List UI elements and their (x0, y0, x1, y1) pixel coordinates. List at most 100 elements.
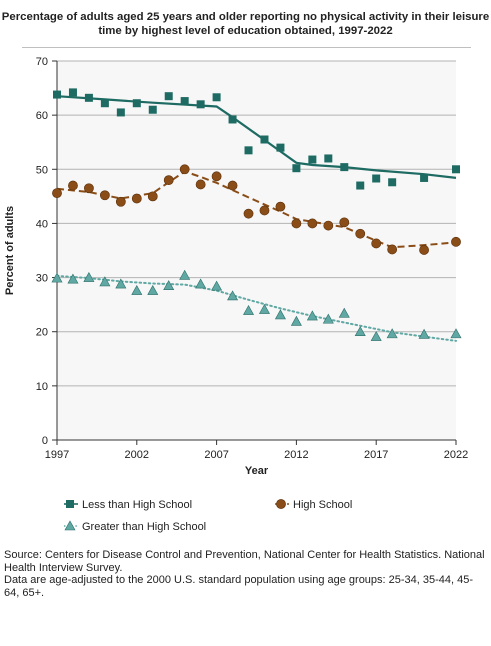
data-point (291, 218, 302, 229)
data-point (451, 236, 461, 247)
data-point (452, 165, 460, 174)
legend-label: Greater than High School (82, 521, 206, 533)
data-point (308, 155, 317, 164)
data-point (340, 163, 349, 172)
y-tick-label: 50 (36, 164, 48, 176)
data-point (179, 164, 190, 175)
series-2 (52, 164, 461, 255)
y-tick-label: 70 (36, 56, 48, 68)
data-point (211, 280, 223, 291)
data-point (275, 201, 286, 212)
source-note: Source: Centers for Disease Control and … (4, 549, 487, 599)
data-point (260, 135, 269, 144)
legend-marker (66, 500, 74, 508)
data-point (243, 208, 254, 219)
data-point (228, 115, 237, 124)
x-tick-label: 2017 (364, 449, 388, 461)
data-point (131, 193, 142, 204)
y-tick-label: 60 (36, 110, 48, 122)
data-point (243, 304, 255, 315)
title-divider (22, 47, 471, 48)
legend-item: High School (275, 499, 352, 511)
data-point (292, 164, 301, 173)
legend-label: Less than High School (82, 499, 192, 511)
legend-marker (64, 520, 76, 531)
data-point (372, 174, 381, 183)
data-point (83, 271, 95, 282)
data-point (227, 180, 238, 191)
x-tick-label: 2002 (125, 449, 149, 461)
data-point (388, 178, 397, 187)
data-point (179, 269, 191, 280)
methodology-note: Data are age-adjusted to the 2000 U.S. s… (4, 574, 474, 599)
y-tick-label: 20 (36, 327, 48, 339)
data-point (323, 220, 334, 231)
data-point (356, 181, 365, 190)
data-point (84, 93, 93, 102)
data-point (227, 290, 239, 301)
data-point (355, 228, 366, 239)
data-point (180, 97, 189, 106)
data-point (52, 188, 62, 199)
series-3 (51, 269, 462, 342)
x-axis-title: Year (245, 465, 269, 477)
data-point (259, 205, 270, 216)
data-point (211, 171, 222, 182)
data-point (276, 143, 285, 152)
data-point (100, 99, 109, 108)
legend-label: High School (293, 499, 352, 511)
y-tick-label: 30 (36, 273, 48, 285)
data-point (307, 218, 318, 229)
x-tick-label: 2022 (444, 449, 468, 461)
data-point (163, 280, 175, 290)
data-point (386, 328, 398, 339)
legend-marker (276, 499, 286, 509)
trend-line (56, 274, 457, 342)
y-tick-label: 0 (42, 435, 48, 447)
data-point (99, 276, 111, 287)
legend-item: Less than High School (64, 499, 192, 511)
data-point (99, 190, 110, 201)
data-point (370, 330, 382, 341)
data-point (387, 244, 398, 255)
data-point (115, 196, 126, 207)
data-point (147, 191, 158, 202)
data-point (258, 303, 270, 314)
source-line: Source: Centers for Disease Control and … (4, 549, 485, 574)
x-tick-label: 1997 (45, 449, 69, 461)
data-point (131, 284, 143, 295)
data-point (84, 183, 94, 194)
data-point (306, 310, 318, 321)
data-point (115, 278, 127, 289)
data-point (147, 284, 159, 295)
data-point (290, 315, 302, 326)
data-point (164, 92, 173, 101)
data-point (339, 217, 350, 228)
data-point (68, 88, 77, 97)
data-point (274, 309, 286, 320)
series-layer (51, 88, 462, 342)
y-tick-label: 40 (36, 218, 48, 230)
chart-title: Percentage of adults aged 25 years and o… (1, 11, 490, 37)
y-axis-title: Percent of adults (4, 206, 16, 295)
data-point (212, 93, 221, 102)
data-point (195, 179, 206, 190)
data-point (420, 173, 429, 182)
axes: 0 10 20 30 40 50 60 70 1997 2002 2007 2012 2017 2022 (36, 56, 468, 461)
data-point (116, 108, 125, 117)
data-point (53, 90, 61, 99)
data-point (244, 146, 253, 155)
trend-line (56, 170, 457, 249)
data-point (163, 175, 174, 186)
data-point (148, 105, 157, 114)
legend: Less than High School High School Greater … (64, 499, 352, 533)
data-point (354, 326, 366, 337)
y-tick-label: 10 (36, 381, 48, 393)
x-tick-label: 2007 (204, 449, 228, 461)
legend-item: Greater than High School (64, 520, 206, 533)
data-point (450, 328, 462, 339)
data-point (196, 100, 205, 109)
data-point (68, 180, 78, 191)
data-point (195, 278, 207, 289)
